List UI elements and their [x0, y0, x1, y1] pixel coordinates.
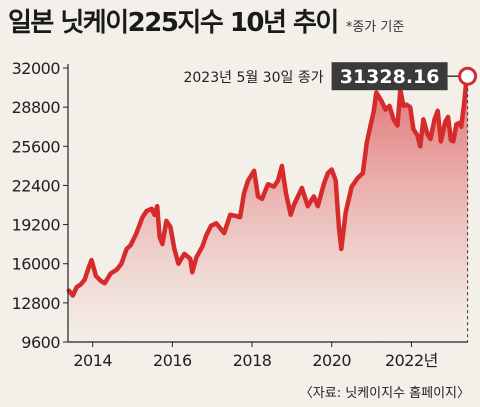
x-tick-label: 2022년: [385, 351, 438, 370]
x-axis-ticks: 2014 2016 2018 2020 2022년: [73, 342, 438, 370]
y-tick-label: 28800: [12, 98, 61, 117]
series-line: [66, 73, 470, 298]
source-note: 〈자료: 닛케이지수 홈페이지〉: [299, 386, 470, 401]
chart-subtitle: *종가 기준: [345, 20, 405, 35]
y-axis-ticks: 9600 12800 16000 19200 22400 25600 28800 32000: [12, 59, 68, 352]
annotation-label: 2023년 5월 30일 종가: [183, 70, 323, 86]
y-tick-label: 32000: [12, 59, 61, 78]
y-tick-label: 19200: [12, 216, 61, 235]
y-tick-label: 22400: [12, 176, 61, 195]
end-point-marker: [458, 66, 478, 86]
callout-box: [331, 62, 448, 91]
area-fill: [68, 76, 468, 342]
chart-header: 일본 닛케이225지수 10년 추이 *종가 기준: [8, 2, 404, 46]
x-tick-label: 2014: [73, 351, 112, 370]
chart-title: 일본 닛케이225지수 10년 추이: [8, 8, 339, 38]
y-tick-label: 16000: [12, 255, 61, 274]
x-tick-label: 2020: [312, 351, 351, 370]
y-tick-label: 12800: [12, 294, 61, 313]
x-tick-label: 2018: [233, 351, 272, 370]
callout-value: 31328.16: [340, 66, 440, 88]
y-tick-label: 25600: [12, 137, 61, 156]
y-tick-label: 9600: [21, 333, 60, 352]
x-tick-label: 2016: [153, 351, 192, 370]
